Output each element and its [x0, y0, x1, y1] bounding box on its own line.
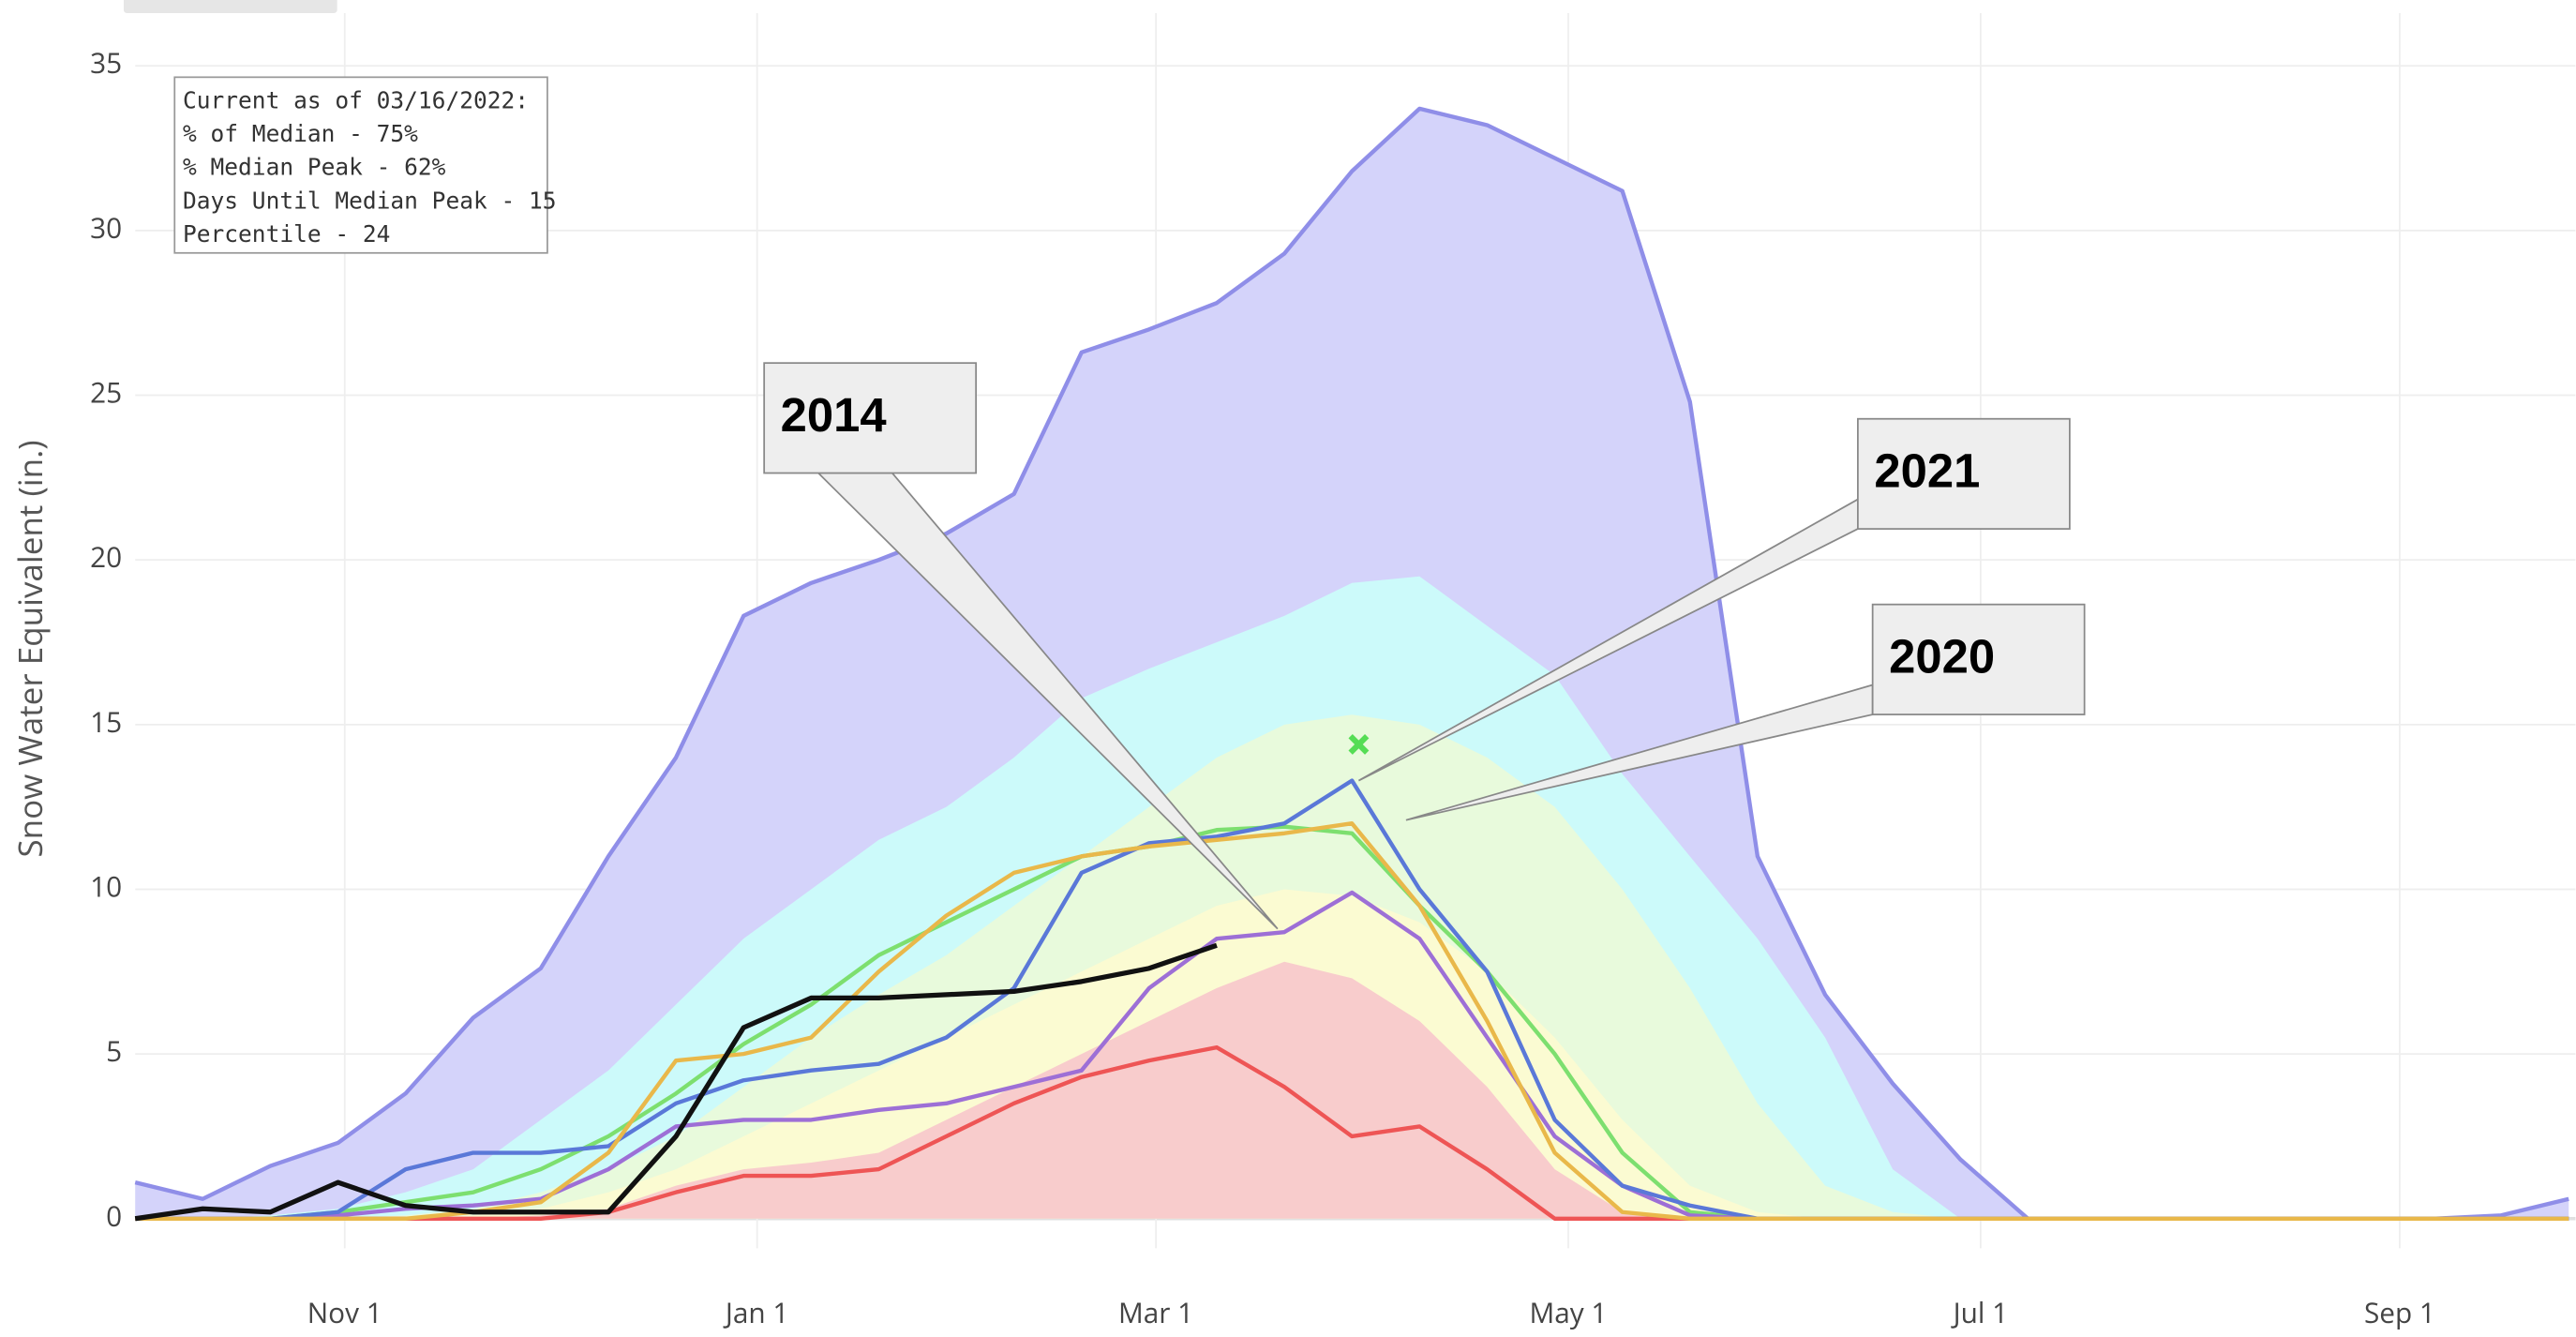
x-tick-label: Jan 1 [723, 1293, 789, 1331]
y-tick-label: 25 [90, 372, 122, 411]
y-tick-label: 30 [90, 208, 122, 247]
annotation-text: 2021 [1874, 444, 1980, 498]
info-line: % Median Peak - 62% [183, 154, 446, 181]
y-tick-label: 10 [90, 866, 122, 905]
median-peak-marker [1348, 733, 1370, 755]
toolbar-button[interactable] [123, 0, 337, 14]
y-tick-label: 20 [90, 537, 122, 576]
annotation-box [1871, 603, 2086, 715]
y-tick-label: 15 [90, 702, 122, 741]
x-tick-label: Mar 1 [1118, 1293, 1193, 1331]
y-tick-label: 35 [90, 43, 122, 82]
annotation-box [1857, 417, 2071, 530]
series-line [134, 942, 1218, 1222]
y-axis-label: Snow Water Equivalent (in.) [8, 440, 52, 857]
y-tick-label: 5 [106, 1031, 122, 1070]
info-line: Days Until Median Peak - 15 [183, 187, 557, 214]
info-box [173, 76, 548, 254]
series-line [135, 821, 2569, 1221]
annotation-box [763, 362, 978, 474]
annotation-text: 2014 [781, 388, 887, 442]
info-line: Percentile - 24 [183, 220, 390, 248]
y-tick-label: 0 [106, 1196, 122, 1235]
x-tick-label: Jul 1 [1951, 1293, 2009, 1331]
info-line: % of Median - 75% [183, 120, 418, 147]
info-line: Current as of 03/16/2022: [183, 87, 529, 114]
x-tick-label: Nov 1 [307, 1293, 382, 1331]
annotation-text: 2020 [1889, 630, 1995, 684]
x-tick-label: Sep 1 [2364, 1293, 2435, 1331]
band-area [135, 961, 2569, 1219]
x-tick-label: May 1 [1529, 1293, 1607, 1331]
